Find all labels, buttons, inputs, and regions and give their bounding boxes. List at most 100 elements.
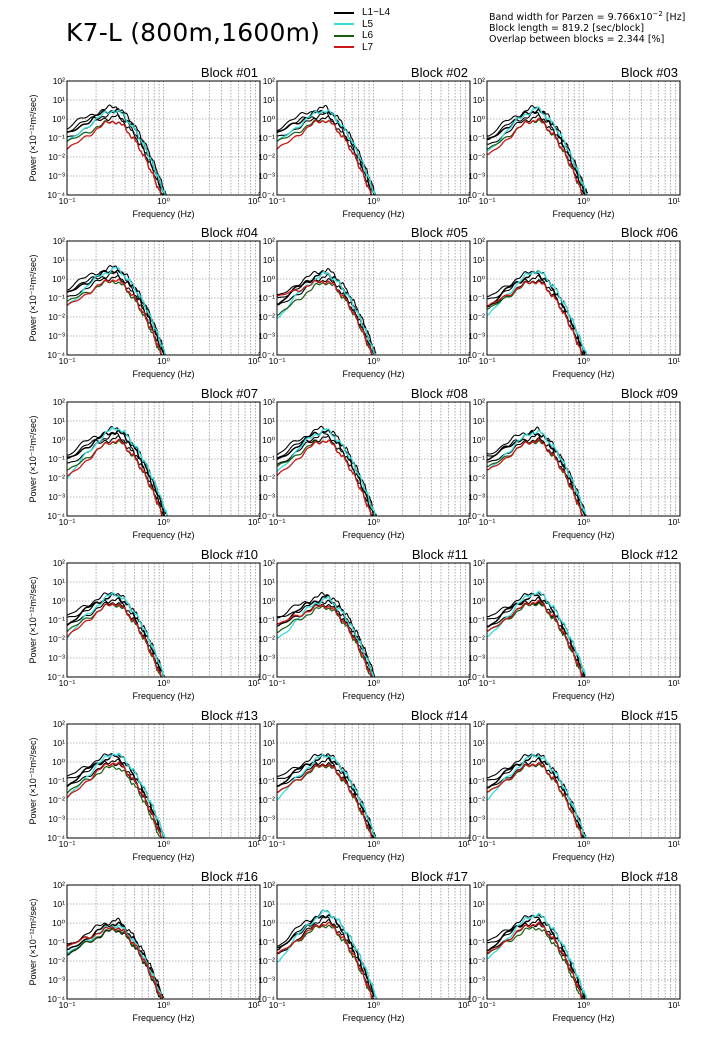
legend-swatch <box>334 46 354 49</box>
y-tick-label: 10⁻² <box>258 473 275 483</box>
y-tick-label: 10⁻⁴ <box>467 833 485 843</box>
y-tick-label: 10⁻² <box>258 795 275 805</box>
x-tick-label: 10⁰ <box>577 517 590 527</box>
series-l5-line <box>487 912 588 999</box>
y-tick-label: 10⁻³ <box>468 492 485 502</box>
y-tick-label: 10⁻² <box>468 473 485 483</box>
y-tick-label: 10⁻³ <box>468 653 485 663</box>
plot-frame <box>276 562 471 678</box>
bandwidth-text: Band width for Parzen = 9.766x10−2 [Hz] <box>489 9 685 23</box>
y-axis-label: Power (×10⁻¹²m²/sec) <box>28 94 38 181</box>
y-axis-label: Power (×10⁻¹²m²/sec) <box>28 898 38 985</box>
x-tick-label: 10⁻¹ <box>269 196 286 206</box>
y-tick-label: 10⁻⁴ <box>467 672 485 682</box>
y-tick-label: 10² <box>473 236 485 246</box>
y-tick-label: 10⁻¹ <box>48 133 65 143</box>
y-tick-label: 10⁻⁴ <box>47 833 65 843</box>
x-tick-label: 10¹ <box>248 1000 260 1010</box>
series-l7-line <box>67 761 162 838</box>
series-l1-l4-line <box>67 921 164 999</box>
x-axis-label: Frequency (Hz) <box>552 530 614 540</box>
block-title: Block #14 <box>411 708 468 723</box>
x-tick-label: 10⁰ <box>157 1000 170 1010</box>
series-l1-l4-line <box>277 592 376 677</box>
series-l7-line <box>487 280 583 355</box>
plot-frame <box>486 80 681 196</box>
y-tick-label: 10⁻³ <box>258 975 275 985</box>
y-tick-label: 10⁻¹ <box>48 937 65 947</box>
x-tick-label: 10⁰ <box>367 196 380 206</box>
x-axis-label: Frequency (Hz) <box>132 1013 194 1023</box>
y-tick-label: 10⁻⁴ <box>467 190 485 200</box>
y-tick-label: 10⁻¹ <box>48 615 65 625</box>
x-tick-label: 10⁰ <box>577 839 590 849</box>
series-l7-line <box>67 120 162 195</box>
y-tick-label: 10² <box>53 236 65 246</box>
x-axis-label: Frequency (Hz) <box>342 691 404 701</box>
x-tick-label: 10¹ <box>248 678 260 688</box>
series-l1-l4-line <box>67 753 166 838</box>
y-tick-label: 10⁻¹ <box>258 293 275 303</box>
series-l7-line <box>487 761 583 838</box>
y-tick-label: 10¹ <box>473 577 485 587</box>
x-tick-label: 10⁻¹ <box>59 517 76 527</box>
plot-frame <box>486 723 681 839</box>
x-tick-label: 10⁻¹ <box>479 1000 496 1010</box>
y-tick-label: 10⁰ <box>262 274 275 284</box>
y-tick-label: 10⁻¹ <box>48 293 65 303</box>
plot-frame <box>66 80 261 196</box>
block-title: Block #05 <box>411 225 468 240</box>
series-l7-line <box>277 763 373 838</box>
y-tick-label: 10⁰ <box>262 757 275 767</box>
series-l7-line <box>487 921 584 999</box>
y-tick-label: 10² <box>473 558 485 568</box>
y-tick-label: 10⁻² <box>468 312 485 322</box>
y-tick-label: 10⁰ <box>472 114 485 124</box>
y-tick-label: 10⁻² <box>468 152 485 162</box>
block-title: Block #13 <box>201 708 258 723</box>
legend-swatch <box>334 34 354 37</box>
x-axis-label: Frequency (Hz) <box>342 530 404 540</box>
x-tick-label: 10⁰ <box>157 839 170 849</box>
block-title: Block #08 <box>411 386 468 401</box>
x-tick-label: 10¹ <box>248 356 260 366</box>
y-tick-label: 10⁻³ <box>48 975 65 985</box>
y-tick-label: 10² <box>263 397 275 407</box>
y-tick-label: 10¹ <box>53 899 65 909</box>
x-tick-label: 10⁻¹ <box>479 517 496 527</box>
y-tick-label: 10² <box>53 719 65 729</box>
series-l1-l4-line <box>487 914 587 998</box>
x-tick-label: 10¹ <box>458 839 470 849</box>
x-tick-label: 10⁻¹ <box>269 517 286 527</box>
y-tick-label: 10² <box>263 558 275 568</box>
bandwidth-exponent: −2 <box>652 10 663 18</box>
page-title: K7-L (800m,1600m) <box>66 18 321 47</box>
series-l5-line <box>67 266 166 355</box>
x-tick-label: 10⁰ <box>157 517 170 527</box>
x-tick-label: 10⁰ <box>577 356 590 366</box>
y-tick-label: 10⁻³ <box>258 653 275 663</box>
block-title: Block #10 <box>201 547 258 562</box>
plot-frame <box>276 723 471 839</box>
series-l1-l4-line <box>277 267 377 354</box>
y-tick-label: 10² <box>53 76 65 86</box>
series-l1-l4-line <box>67 104 168 195</box>
y-tick-label: 10⁰ <box>52 757 65 767</box>
plot-frame <box>66 401 261 517</box>
series-l7-line <box>67 438 164 516</box>
legend-label: L6 <box>362 30 374 41</box>
series-l5-line <box>67 752 166 838</box>
x-tick-label: 10⁻¹ <box>479 839 496 849</box>
plot-frame <box>486 884 681 1000</box>
y-tick-label: 10⁻⁴ <box>257 672 275 682</box>
y-tick-label: 10⁻¹ <box>468 454 485 464</box>
y-tick-label: 10¹ <box>53 738 65 748</box>
y-tick-label: 10⁻¹ <box>468 776 485 786</box>
x-tick-label: 10⁻¹ <box>59 839 76 849</box>
y-tick-label: 10⁰ <box>472 435 485 445</box>
